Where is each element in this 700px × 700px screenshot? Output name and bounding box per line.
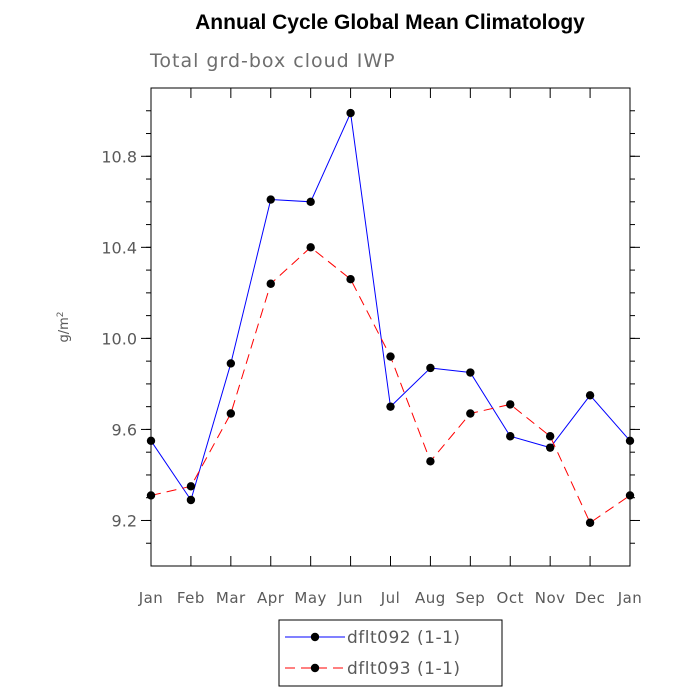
series-2-point (146, 491, 156, 500)
series-1-point (346, 108, 355, 118)
y-tick-label: 10.0 (101, 329, 137, 348)
series-1-point (186, 495, 196, 505)
x-tick-label: May (294, 589, 327, 607)
legend-marker-2 (310, 663, 320, 673)
series-2-point (186, 482, 196, 491)
chart-subtitle: Total grd-box cloud IWP (149, 50, 396, 72)
y-tick-label: 10.4 (101, 238, 137, 257)
y-tick-label: 9.6 (112, 420, 137, 439)
series-1-point (386, 402, 395, 411)
series-1-point (306, 197, 315, 207)
x-tick-label: Mar (216, 589, 246, 607)
series-line-1 (150, 111, 631, 502)
x-tick-label: Feb (177, 589, 205, 607)
legend: dflt092 (1-1) dflt093 (1-1) (278, 619, 503, 687)
series-2-point (346, 275, 355, 284)
x-tick-label: Dec (575, 589, 606, 607)
legend-marker-1 (310, 632, 320, 642)
series-2-point (386, 352, 395, 361)
series-1-point (266, 195, 275, 204)
chart-title: Annual Cycle Global Mean Climatology (195, 11, 585, 34)
series-2-point (466, 409, 475, 418)
series-1-point (625, 436, 635, 446)
series-line-2 (150, 246, 631, 524)
y-tick-label: 9.2 (112, 511, 137, 530)
series-1-point (466, 368, 475, 377)
legend-label-1: dflt092 (1-1) (347, 628, 461, 648)
series-2-point (306, 243, 315, 252)
legend-box (278, 619, 503, 687)
plot-area: Jan Feb Mar Apr May Jun Jul Aug Sep Oct Nov Dec Jan 9… (101, 87, 643, 607)
series-2-point (506, 400, 515, 409)
series-1-point (226, 359, 236, 368)
series-2-point (426, 457, 435, 466)
plot-frame (150, 87, 631, 567)
series-1-point (506, 432, 515, 441)
series-2-point (545, 432, 555, 441)
series-1-point (426, 363, 435, 373)
x-tick-label: Sep (455, 589, 485, 607)
x-tick-label: Jun (337, 589, 363, 607)
series-1-point (146, 436, 156, 446)
x-tick-label: Jan (617, 589, 643, 607)
y-axis-label-unit: g/m (57, 317, 72, 342)
y-tick-label: 10.8 (101, 147, 137, 166)
series-2-point (266, 279, 275, 288)
series-1-point (545, 443, 555, 452)
series-2-point (585, 518, 595, 527)
x-tick-label: Apr (257, 589, 285, 607)
legend-label-2: dflt093 (1-1) (347, 659, 461, 679)
series-2-point (226, 409, 236, 418)
y-axis-label: g/m2 (56, 311, 72, 342)
x-tick-label: Nov (535, 589, 566, 607)
x-tick-label: Jan (138, 589, 164, 607)
x-tick-label: Jul (380, 589, 401, 607)
series-1-point (585, 391, 595, 400)
series-2-point (625, 491, 635, 500)
x-tick-label: Oct (497, 589, 524, 607)
y-axis-label-exponent: 2 (56, 311, 66, 317)
x-tick-label: Aug (415, 589, 446, 607)
